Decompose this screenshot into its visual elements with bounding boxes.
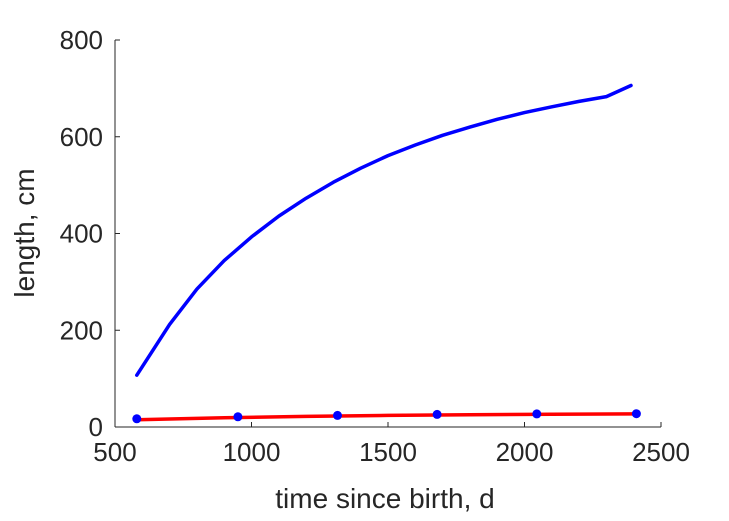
data-point	[132, 414, 142, 424]
x-tick-label: 1000	[223, 437, 281, 467]
x-tick-label: 500	[93, 437, 136, 467]
x-tick-label: 2500	[632, 437, 690, 467]
y-tick-label: 600	[60, 122, 103, 152]
data-point	[532, 409, 542, 419]
data-point	[631, 409, 641, 419]
x-axis-label: time since birth, d	[275, 483, 494, 514]
y-tick-label: 200	[60, 315, 103, 345]
x-tick-label: 2000	[496, 437, 554, 467]
y-axis-label: length, cm	[9, 168, 40, 297]
axes: 500 1000 1500 2000 2500 0 200 400 600 800	[60, 25, 690, 467]
data-point	[432, 409, 442, 419]
y-tick-label: 0	[89, 412, 103, 442]
data-point	[333, 410, 342, 420]
series-line-1	[135, 412, 639, 422]
y-tick-label: 400	[60, 219, 103, 249]
data-point	[233, 412, 243, 422]
x-tick-label: 1500	[359, 437, 417, 467]
series-line-0	[135, 83, 633, 377]
plot-area	[132, 83, 641, 424]
y-tick-label: 800	[60, 25, 103, 55]
